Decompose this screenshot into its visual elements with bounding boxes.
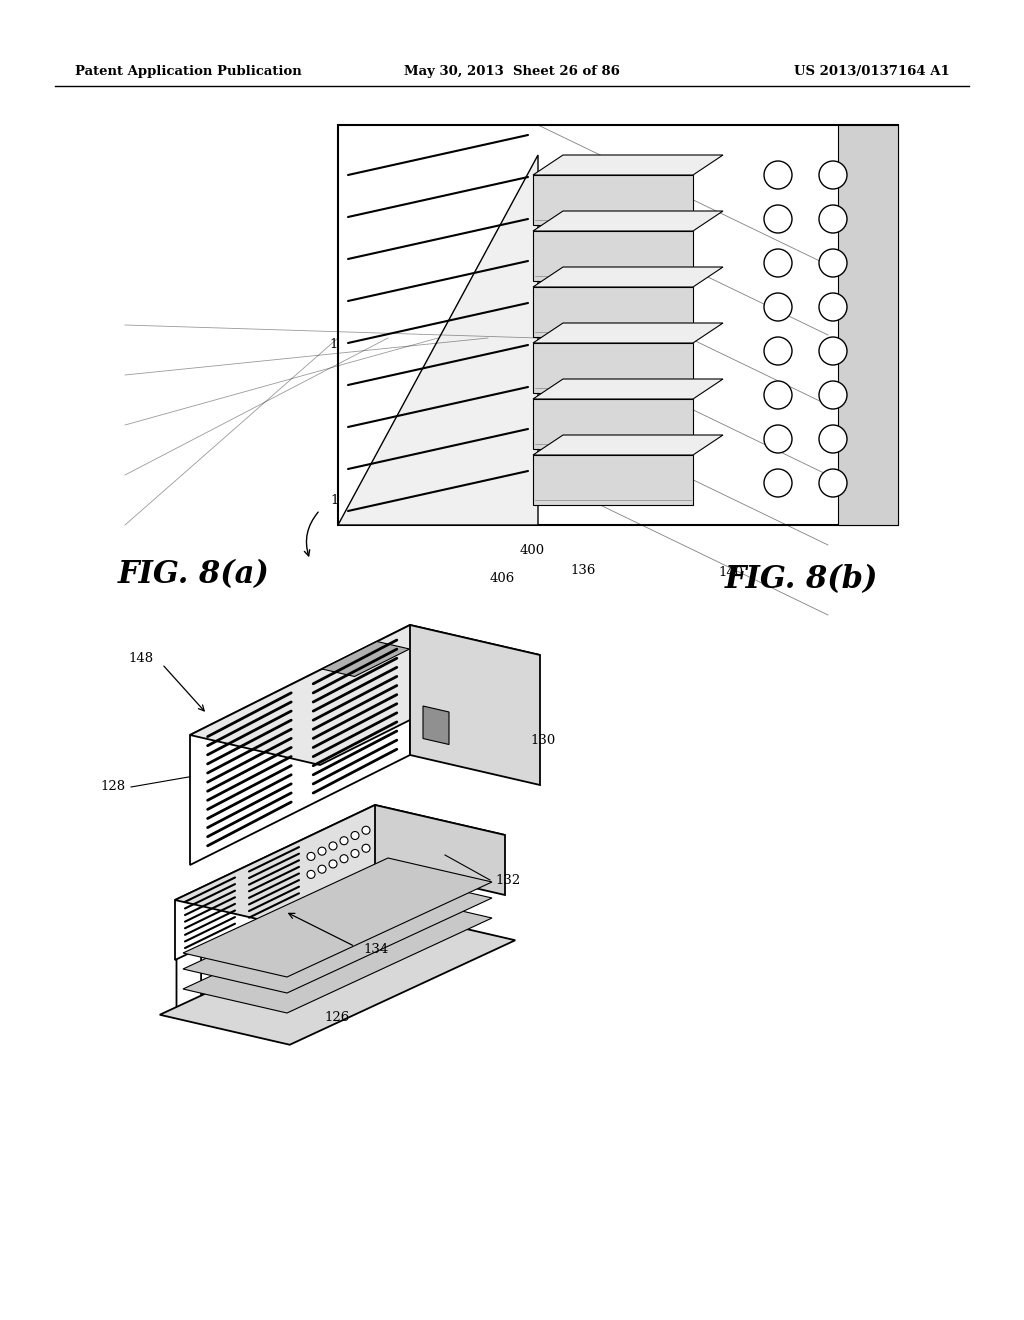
Polygon shape (534, 154, 723, 176)
Text: May 30, 2013  Sheet 26 of 86: May 30, 2013 Sheet 26 of 86 (404, 66, 620, 78)
Polygon shape (534, 323, 723, 343)
Polygon shape (838, 125, 898, 525)
Text: 136: 136 (570, 564, 595, 577)
Polygon shape (322, 642, 410, 676)
Text: 126: 126 (325, 1011, 350, 1024)
Text: 406: 406 (490, 572, 515, 585)
Polygon shape (183, 874, 492, 993)
Circle shape (307, 870, 315, 878)
Polygon shape (175, 805, 375, 960)
Circle shape (764, 425, 792, 453)
Text: 148: 148 (129, 652, 154, 665)
Circle shape (362, 826, 370, 834)
Circle shape (819, 249, 847, 277)
Circle shape (819, 381, 847, 409)
Text: US 2013/0137164 A1: US 2013/0137164 A1 (795, 66, 950, 78)
Bar (534, 176, 693, 224)
Circle shape (819, 161, 847, 189)
Circle shape (351, 850, 359, 858)
Polygon shape (534, 267, 723, 286)
Text: 124: 124 (330, 494, 355, 507)
Circle shape (764, 161, 792, 189)
Circle shape (362, 845, 370, 853)
Polygon shape (176, 920, 201, 1011)
Circle shape (329, 859, 337, 869)
Circle shape (318, 865, 326, 873)
Text: FIG. 8(a): FIG. 8(a) (118, 560, 269, 590)
Text: 130: 130 (530, 734, 555, 747)
Polygon shape (534, 436, 723, 455)
Text: 138: 138 (330, 338, 355, 351)
Circle shape (329, 842, 337, 850)
Bar (534, 231, 693, 281)
Polygon shape (534, 211, 723, 231)
Text: FIG. 8(b): FIG. 8(b) (725, 565, 879, 595)
Polygon shape (190, 624, 540, 766)
Circle shape (764, 249, 792, 277)
Circle shape (764, 337, 792, 366)
Text: Patent Application Publication: Patent Application Publication (75, 66, 302, 78)
Text: 140: 140 (718, 566, 743, 579)
Polygon shape (190, 624, 410, 865)
Polygon shape (338, 154, 538, 525)
Polygon shape (423, 706, 449, 744)
Circle shape (819, 337, 847, 366)
Bar (534, 286, 693, 337)
Circle shape (351, 832, 359, 840)
Text: 400: 400 (520, 544, 545, 557)
Circle shape (819, 293, 847, 321)
Circle shape (340, 837, 348, 845)
Circle shape (819, 469, 847, 498)
Text: 132: 132 (495, 874, 520, 887)
Text: 134: 134 (362, 942, 388, 956)
Polygon shape (160, 911, 515, 1044)
Polygon shape (183, 858, 492, 977)
Bar (534, 455, 693, 506)
Bar (534, 343, 693, 393)
Circle shape (819, 205, 847, 234)
Polygon shape (175, 805, 505, 931)
Polygon shape (183, 894, 492, 1012)
Polygon shape (375, 805, 505, 895)
Circle shape (318, 847, 326, 855)
Bar (338, 125, 898, 525)
Circle shape (764, 293, 792, 321)
Bar (534, 399, 693, 449)
Circle shape (764, 205, 792, 234)
Text: 128: 128 (101, 780, 126, 793)
Circle shape (764, 381, 792, 409)
Circle shape (764, 469, 792, 498)
Polygon shape (534, 379, 723, 399)
Circle shape (307, 853, 315, 861)
Polygon shape (287, 945, 311, 1038)
Circle shape (819, 425, 847, 453)
Polygon shape (410, 624, 540, 785)
Circle shape (340, 855, 348, 863)
